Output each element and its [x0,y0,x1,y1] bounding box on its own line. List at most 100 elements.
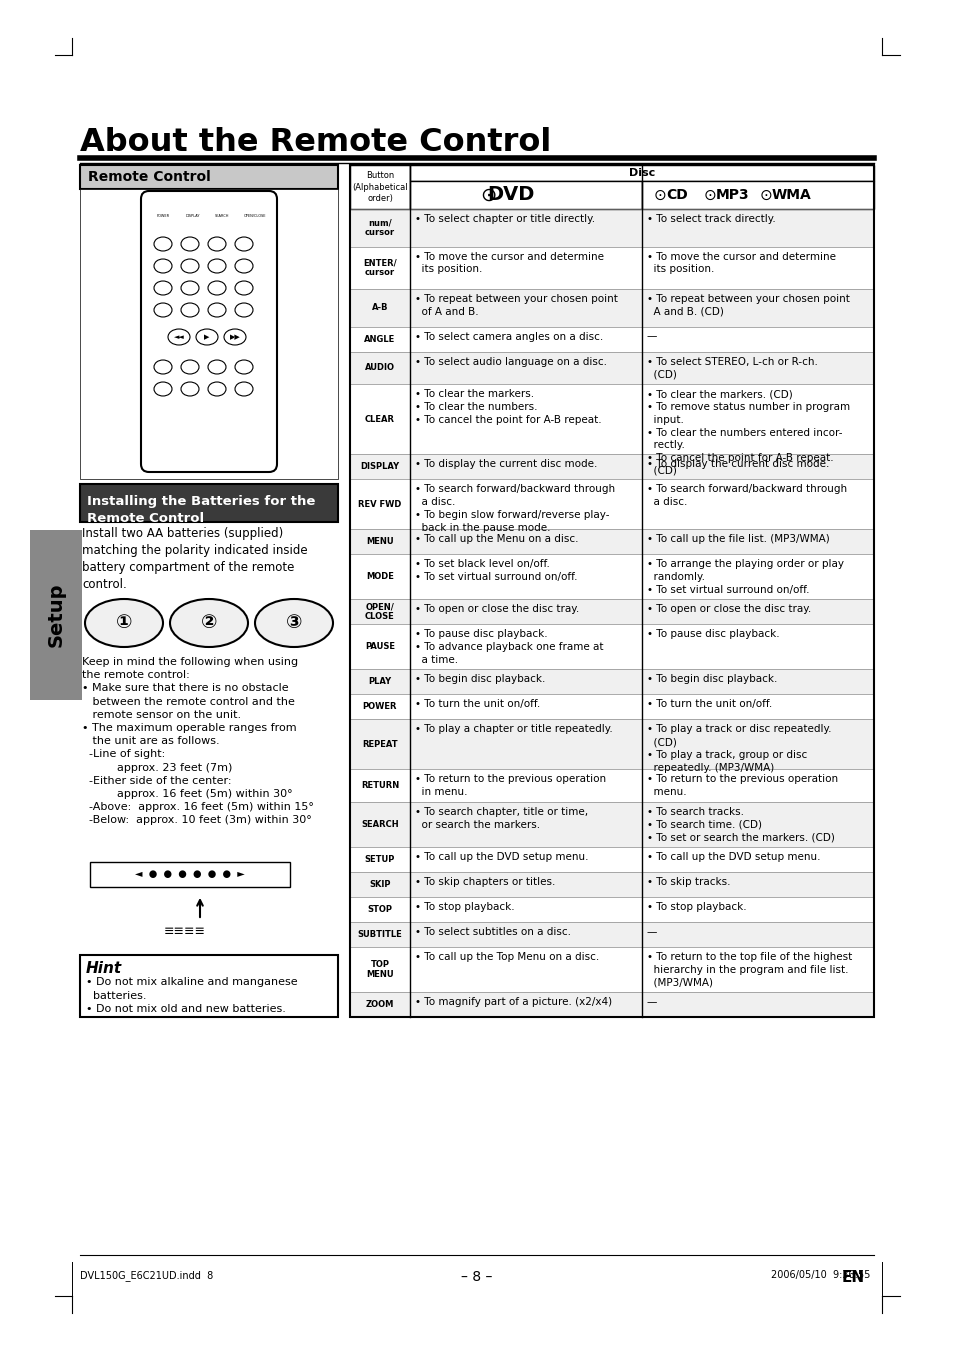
Text: ⊙: ⊙ [479,185,496,204]
Text: • To begin disc playback.: • To begin disc playback. [415,674,545,685]
Bar [350,769,873,802]
Bar [350,554,873,600]
Text: 2006/05/10  9:36:55: 2006/05/10 9:36:55 [770,1270,869,1279]
Bar [410,165,873,181]
Bar [350,327,873,351]
Text: • To search tracks.
• To search time. (CD)
• To set or search the markers. (CD): • To search tracks. • To search time. (C… [646,807,834,843]
Ellipse shape [181,236,199,251]
Text: • To pause disc playback.
• To advance playback one frame at
  a time.: • To pause disc playback. • To advance p… [415,630,603,665]
Bar [350,384,873,454]
Text: • To repeat between your chosen point
  A and B. (CD): • To repeat between your chosen point A … [646,295,849,317]
Text: DVL150G_E6C21UD.indd  8: DVL150G_E6C21UD.indd 8 [80,1270,213,1281]
Bar [350,871,873,897]
Text: AUDIO: AUDIO [365,363,395,373]
Bar [350,947,873,992]
Text: • To return to the previous operation
  in menu.: • To return to the previous operation in… [415,774,605,797]
Text: ENTER/
cursor: ENTER/ cursor [363,258,396,277]
Text: • To begin disc playback.: • To begin disc playback. [646,674,777,685]
Text: • To call up the DVD setup menu.: • To call up the DVD setup menu. [415,852,588,862]
Text: • To select subtitles on a disc.: • To select subtitles on a disc. [415,927,571,938]
Text: num/
cursor: num/ cursor [365,218,395,238]
Text: SEARCH: SEARCH [361,820,398,830]
Text: • To set black level on/off.
• To set virtual surround on/off.: • To set black level on/off. • To set vi… [415,559,577,582]
Text: • To call up the file list. (MP3/WMA): • To call up the file list. (MP3/WMA) [646,534,829,544]
Text: Remote Control: Remote Control [88,170,211,184]
Bar [350,480,873,530]
Text: • To pause disc playback.: • To pause disc playback. [646,630,779,639]
Ellipse shape [153,236,172,251]
Ellipse shape [234,259,253,273]
Text: CD: CD [665,188,687,203]
Text: ◄◄: ◄◄ [173,334,184,340]
Text: • To skip tracks.: • To skip tracks. [646,877,730,886]
Text: ⊙: ⊙ [760,188,772,203]
Text: • To move the cursor and determine
  its position.: • To move the cursor and determine its p… [415,251,603,274]
Text: • To move the cursor and determine
  its position.: • To move the cursor and determine its p… [646,251,835,274]
Text: SUBTITLE: SUBTITLE [357,929,402,939]
Text: WMA: WMA [771,188,811,203]
Text: • To display the current disc mode.: • To display the current disc mode. [646,459,828,469]
Ellipse shape [168,330,190,345]
Ellipse shape [181,281,199,295]
Text: RETURN: RETURN [360,781,398,790]
Text: • To clear the markers.
• To clear the numbers.
• To cancel the point for A-B re: • To clear the markers. • To clear the n… [415,389,601,424]
Text: • To search forward/backward through
  a disc.
• To begin slow forward/reverse p: • To search forward/backward through a d… [415,484,615,532]
Ellipse shape [224,330,246,345]
Text: PAUSE: PAUSE [365,642,395,651]
Text: About the Remote Control: About the Remote Control [80,127,551,158]
Text: POWER: POWER [362,703,396,712]
Text: ③: ③ [286,613,302,632]
Text: MP3: MP3 [716,188,749,203]
Text: REV FWD: REV FWD [358,500,401,509]
Text: • To open or close the disc tray.: • To open or close the disc tray. [415,604,578,615]
Ellipse shape [181,359,199,374]
Text: DISPLAY: DISPLAY [186,213,200,218]
Bar [350,289,873,327]
Ellipse shape [234,281,253,295]
Text: ⊙: ⊙ [654,188,666,203]
Text: • To call up the DVD setup menu.: • To call up the DVD setup menu. [646,852,820,862]
Bar [350,600,873,624]
Text: Hint: Hint [86,961,122,975]
Bar [350,246,873,289]
Text: STOP: STOP [367,905,392,913]
Text: —: — [646,997,657,1006]
Text: • To select audio language on a disc.: • To select audio language on a disc. [415,357,606,366]
Ellipse shape [85,598,163,647]
Text: MODE: MODE [366,573,394,581]
Bar [30,530,82,700]
Text: CLEAR: CLEAR [365,415,395,424]
Ellipse shape [181,303,199,317]
Text: Disc: Disc [628,168,655,178]
Ellipse shape [234,303,253,317]
Text: OPEN/CLOSE: OPEN/CLOSE [244,213,266,218]
Text: OPEN/
CLOSE: OPEN/ CLOSE [365,603,395,621]
Ellipse shape [181,259,199,273]
Ellipse shape [208,259,226,273]
Text: • To select camera angles on a disc.: • To select camera angles on a disc. [415,331,602,342]
Text: • To repeat between your chosen point
  of A and B.: • To repeat between your chosen point of… [415,295,618,317]
Bar [350,992,873,1017]
Bar [350,454,873,480]
Text: SETUP: SETUP [364,855,395,863]
Text: ②: ② [200,613,217,632]
Text: ≡≡≡≡: ≡≡≡≡ [164,925,206,938]
Text: • To turn the unit on/off.: • To turn the unit on/off. [415,700,539,709]
Text: ◄  ●  ●  ●  ●  ●  ●  ►: ◄ ● ● ● ● ● ● ► [135,869,245,880]
Text: REPEAT: REPEAT [362,740,397,748]
Text: POWER: POWER [157,213,170,218]
Bar [350,530,873,554]
Ellipse shape [208,303,226,317]
Text: ▶▶: ▶▶ [230,334,240,340]
Bar [641,181,873,209]
Text: • To clear the markers. (CD)
• To remove status number in program
  input.
• To : • To clear the markers. (CD) • To remove… [646,389,849,476]
Text: • To search chapter, title or time,
  or search the markers.: • To search chapter, title or time, or s… [415,807,587,830]
Bar [80,955,337,1017]
Bar [350,921,873,947]
Bar [410,181,641,209]
Bar [350,897,873,921]
Text: • To select chapter or title directly.: • To select chapter or title directly. [415,213,595,224]
Text: DISPLAY: DISPLAY [360,462,399,471]
Bar [350,694,873,719]
Ellipse shape [170,598,248,647]
